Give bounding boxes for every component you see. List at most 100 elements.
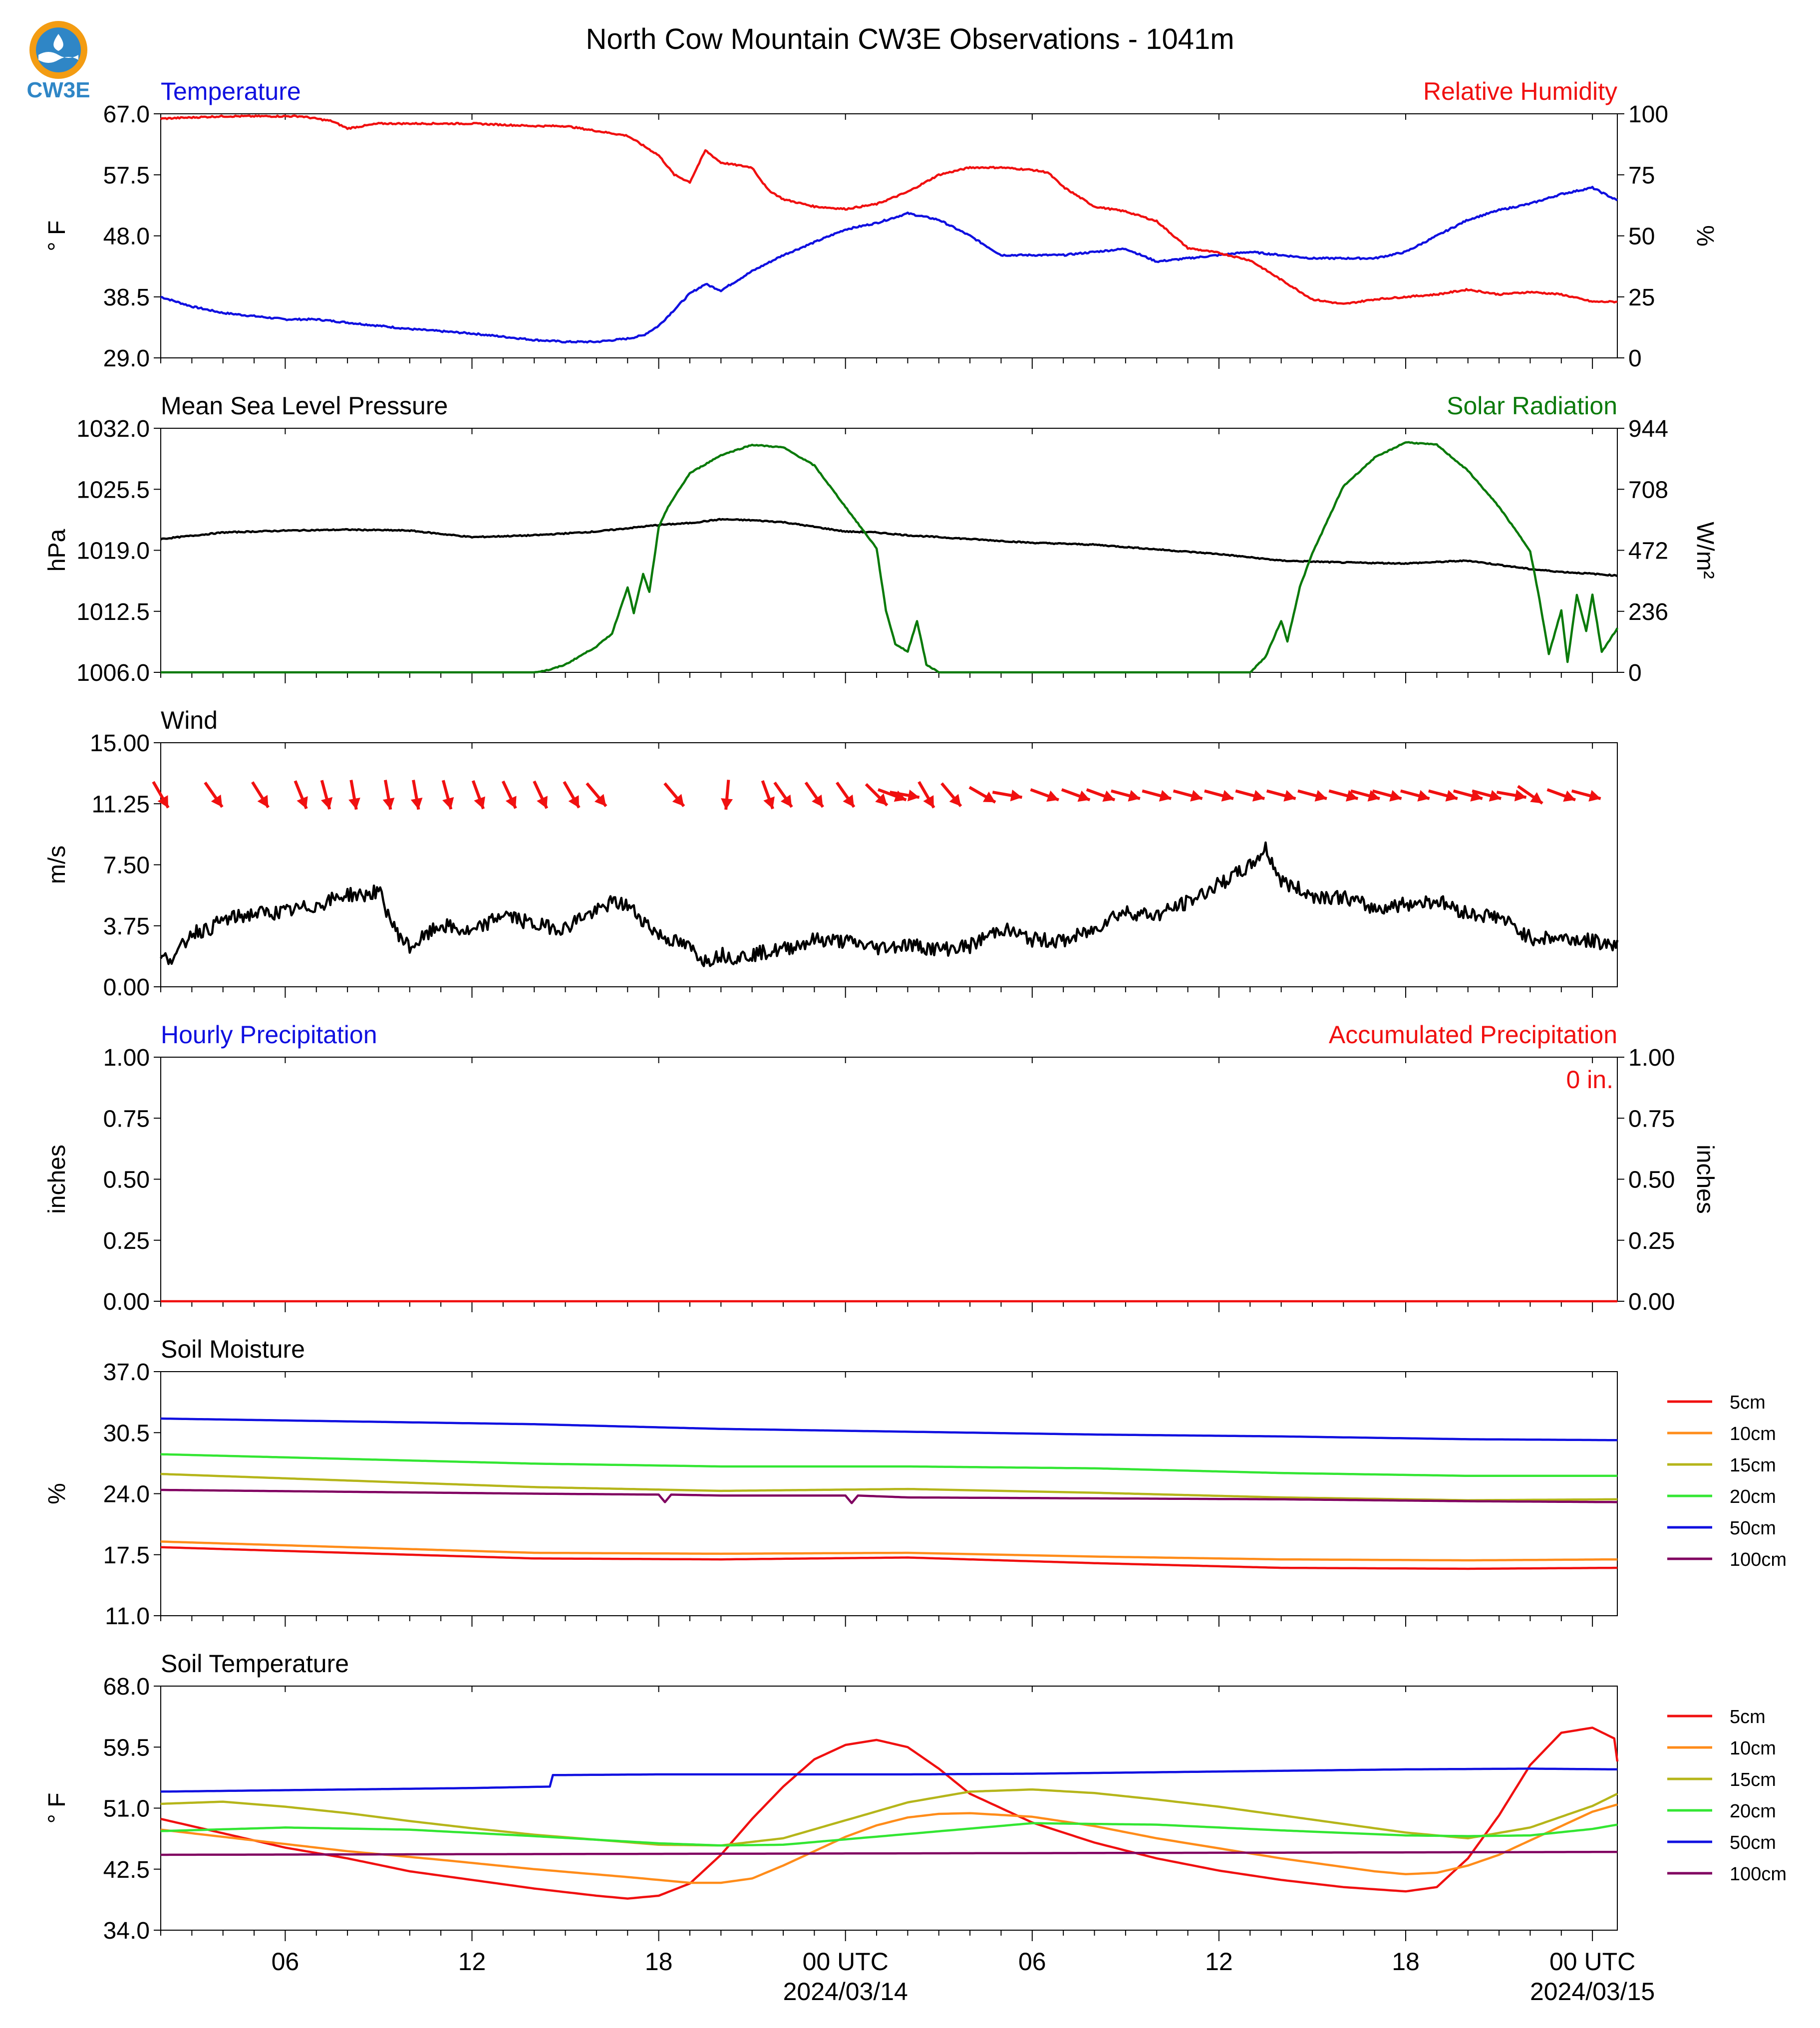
wind-arrow xyxy=(1142,789,1172,802)
wind-arrow-head xyxy=(1283,790,1296,802)
wind-arrow xyxy=(294,780,308,810)
y-right-tick-label: 25 xyxy=(1628,285,1655,311)
panel-title-left: Wind xyxy=(161,706,218,734)
wind-arrow xyxy=(1496,789,1527,802)
wind-arrow-head xyxy=(1252,790,1265,802)
wind-arrow-head xyxy=(949,794,961,807)
y-axis-label: m/s xyxy=(44,846,70,884)
legend-label-20cm: 20cm xyxy=(1730,1486,1776,1507)
wind-arrow-head xyxy=(594,794,607,807)
y-right-tick-label: 472 xyxy=(1628,538,1668,565)
y-right-tick-label: 0.25 xyxy=(1628,1228,1675,1254)
wind-arrow-head xyxy=(1417,790,1430,802)
legend-label-5cm: 5cm xyxy=(1730,1392,1766,1413)
x-tick-label: 00 UTC xyxy=(803,1948,889,1976)
y-tick-label: 0.00 xyxy=(103,974,150,1001)
wind-arrow xyxy=(563,781,581,809)
wind-arrow xyxy=(410,780,423,810)
x-tick-label: 00 UTC xyxy=(1549,1948,1635,1976)
legend-label-15cm: 15cm xyxy=(1730,1769,1776,1790)
y-tick-label: 42.5 xyxy=(103,1857,150,1883)
wind-arrow-head xyxy=(907,789,919,802)
wind-arrow xyxy=(761,780,775,810)
series-line-50cm xyxy=(160,1767,1617,1793)
y-right-tick-label: 0.00 xyxy=(1628,1289,1675,1315)
wind-arrow-head xyxy=(1445,790,1458,802)
y-right-tick-label: 708 xyxy=(1628,477,1668,503)
y-axis-label: hPa xyxy=(44,529,70,572)
panel-title-left: Soil Temperature xyxy=(161,1650,349,1678)
wind-arrow-head xyxy=(1470,790,1483,802)
wind-arrow-head xyxy=(763,796,775,809)
series-line-10cm xyxy=(160,1540,1617,1562)
x-date-label: 2024/03/14 xyxy=(783,1978,908,2006)
wind-arrow-head xyxy=(257,795,269,808)
wind-arrow xyxy=(1517,785,1543,805)
y-tick-label: 1012.5 xyxy=(76,599,150,625)
y-tick-label: 3.75 xyxy=(103,913,150,940)
wind-arrow-head xyxy=(474,796,485,809)
wind-arrow xyxy=(501,780,517,809)
wind-arrow xyxy=(917,781,935,809)
y-tick-label: 11.0 xyxy=(105,1603,150,1630)
wind-arrow xyxy=(1086,788,1116,802)
wind-arrow-head xyxy=(1077,790,1090,802)
wind-arrow-head xyxy=(843,794,854,807)
logo-drop-icon xyxy=(53,34,63,51)
wind-arrow-head xyxy=(812,794,823,807)
wind-arrow xyxy=(320,780,333,810)
x-tick-label: 18 xyxy=(645,1948,673,1976)
wind-arrow-head xyxy=(982,791,996,803)
plot-frame xyxy=(160,1057,1618,1302)
chart-panel-1: Temperature Relative Humidity 29.0 38.5 48.0… xyxy=(44,77,1718,372)
legend-label-10cm: 10cm xyxy=(1730,1738,1776,1759)
series-line-20cm xyxy=(160,1822,1618,1847)
wind-arrow-head xyxy=(780,794,792,807)
wind-arrow xyxy=(1030,788,1059,802)
series-line-green xyxy=(161,441,1618,674)
wind-arrow-head xyxy=(1489,790,1502,802)
wind-arrow xyxy=(1571,789,1601,802)
y-tick-label: 1.00 xyxy=(103,1045,150,1071)
legend-label-100cm: 100cm xyxy=(1730,1549,1787,1570)
wind-arrow xyxy=(471,780,485,810)
x-date-label: 2024/03/15 xyxy=(1530,1978,1655,2006)
wind-arrow-head xyxy=(1221,790,1233,802)
wind-arrow xyxy=(968,786,996,804)
wind-arrow xyxy=(1204,789,1234,802)
wind-arrow-head xyxy=(297,796,308,809)
y-tick-label: 0.75 xyxy=(103,1106,150,1132)
y-tick-label: 59.5 xyxy=(103,1735,150,1761)
series-line-100cm xyxy=(161,1850,1617,1856)
wind-arrow xyxy=(1297,789,1327,802)
series-line-20cm xyxy=(160,1453,1617,1477)
wind-arrow xyxy=(1235,789,1265,802)
y-tick-label: 17.5 xyxy=(103,1542,150,1569)
wind-arrow-head xyxy=(211,794,223,807)
wind-arrow-head xyxy=(1563,790,1575,802)
wind-arrow xyxy=(441,780,454,810)
y-tick-label: 15.00 xyxy=(90,730,150,757)
y-right-tick-label: 100 xyxy=(1628,101,1668,128)
legend-label-10cm: 10cm xyxy=(1730,1424,1776,1445)
wind-arrow xyxy=(865,783,889,807)
plot-frame xyxy=(160,113,1618,358)
wind-arrow-head xyxy=(1389,790,1402,802)
wind-arrow-head xyxy=(1159,790,1172,802)
wind-arrow-head xyxy=(442,797,454,810)
panel-title-right: Relative Humidity xyxy=(1423,77,1617,105)
wind-arrow xyxy=(804,781,825,808)
y-axis-label: % xyxy=(44,1483,70,1504)
wind-arrow-head xyxy=(672,794,684,807)
y-tick-label: 30.5 xyxy=(103,1420,150,1447)
wind-arrow xyxy=(940,782,962,808)
wind-arrow xyxy=(382,780,395,810)
wind-arrow xyxy=(1546,788,1576,802)
wind-arrow xyxy=(890,789,920,802)
wind-arrow xyxy=(1350,789,1380,802)
y-axis-label: inches xyxy=(44,1145,70,1214)
logo-text: CW3E xyxy=(26,78,90,102)
series-line-5cm xyxy=(160,1727,1619,1900)
wind-arrow xyxy=(251,781,270,809)
